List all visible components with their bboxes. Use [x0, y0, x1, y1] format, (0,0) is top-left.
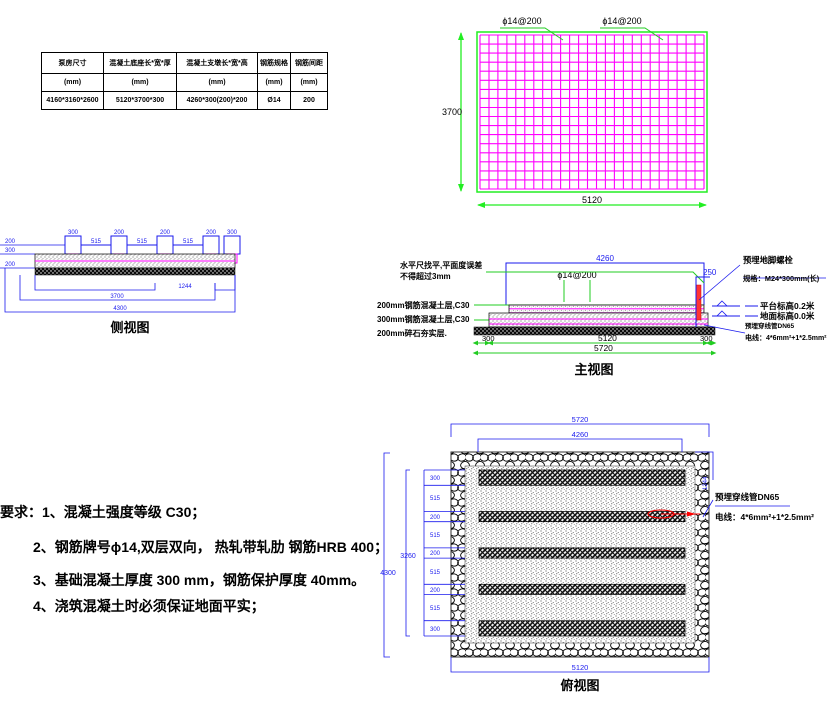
svg-text:预埋穿线管DN65: 预埋穿线管DN65: [715, 492, 780, 502]
svg-text:俯视图: 俯视图: [560, 678, 599, 693]
svg-text:5120: 5120: [582, 195, 602, 205]
svg-text:4、浇筑混凝土时必须保证地面平实；: 4、浇筑混凝土时必须保证地面平实；: [33, 598, 265, 615]
svg-text:300: 300: [430, 627, 441, 633]
svg-text:地面标高0.0米: 地面标高0.0米: [760, 311, 815, 321]
svg-text:平台标高0.2米: 平台标高0.2米: [760, 301, 815, 311]
svg-text:4260: 4260: [572, 430, 589, 439]
svg-text:515: 515: [91, 239, 102, 245]
svg-text:200: 200: [5, 239, 16, 245]
svg-text:300: 300: [227, 230, 238, 236]
svg-text:4300: 4300: [113, 306, 127, 312]
svg-text:2、钢筋牌号ϕ14,双层双向， 热轧带轧肋 钢筋HRB: 2、钢筋牌号ϕ14,双层双向， 热轧带轧肋 钢筋HRB 400；: [33, 539, 388, 556]
svg-text:300: 300: [68, 230, 79, 236]
svg-text:200: 200: [5, 262, 16, 268]
svg-text:5720: 5720: [594, 343, 613, 353]
svg-text:200: 200: [430, 551, 441, 557]
svg-text:预埋地脚螺栓: 预埋地脚螺栓: [743, 255, 793, 265]
svg-text:300: 300: [482, 334, 495, 343]
svg-text:200: 200: [430, 588, 441, 594]
svg-text:300mm钢筋混凝土层,C30: 300mm钢筋混凝土层,C30: [377, 314, 470, 324]
svg-text:300: 300: [5, 248, 16, 254]
svg-text:200mm碎石夯实层.: 200mm碎石夯实层.: [377, 328, 447, 338]
svg-text:ϕ14@200: ϕ14@200: [602, 16, 641, 26]
svg-text:5720: 5720: [572, 415, 589, 424]
svg-text:3700: 3700: [110, 294, 124, 300]
svg-text:515: 515: [430, 496, 441, 502]
svg-text:250: 250: [703, 268, 717, 277]
svg-text:主视图: 主视图: [574, 362, 613, 377]
svg-text:侧视图: 侧视图: [110, 320, 149, 335]
svg-text:515: 515: [430, 606, 441, 612]
svg-text:1244: 1244: [178, 284, 192, 290]
svg-text:3700: 3700: [442, 107, 462, 117]
svg-text:不得超过3mm: 不得超过3mm: [400, 271, 451, 281]
svg-text:200: 200: [206, 230, 217, 236]
svg-text:515: 515: [137, 239, 148, 245]
svg-text:200: 200: [160, 230, 171, 236]
svg-text:要求：1、混凝土强度等级 C30；: 要求：1、混凝土强度等级 C30；: [0, 504, 205, 521]
svg-text:水平尺找平,平面度误差: 水平尺找平,平面度误差: [399, 260, 482, 270]
svg-text:5120: 5120: [572, 663, 589, 672]
svg-text:300: 300: [430, 476, 441, 482]
svg-text:4300: 4300: [380, 570, 396, 577]
svg-text:电线：4*6mm²+1*2.5mm²: 电线：4*6mm²+1*2.5mm²: [715, 512, 814, 522]
svg-text:300: 300: [700, 334, 713, 343]
svg-text:规格：M24*300mm(长): 规格：M24*300mm(长): [742, 274, 820, 283]
svg-text:515: 515: [430, 570, 441, 576]
svg-text:3、基础混凝土厚度 300 mm，钢筋保护厚度 40mm。: 3、基础混凝土厚度 300 mm，钢筋保护厚度 40mm。: [33, 572, 365, 588]
svg-text:5120: 5120: [598, 333, 617, 343]
svg-text:1244: 1244: [703, 476, 709, 490]
svg-text:515: 515: [183, 239, 194, 245]
svg-text:200: 200: [114, 230, 125, 236]
svg-text:200: 200: [430, 515, 441, 521]
svg-text:200mm钢筋混凝土层,C30: 200mm钢筋混凝土层,C30: [377, 300, 470, 310]
svg-text:ϕ14@200: ϕ14@200: [502, 16, 541, 26]
svg-text:预埋穿线管DN65: 预埋穿线管DN65: [745, 321, 795, 330]
svg-text:3260: 3260: [400, 553, 416, 560]
svg-text:电线：4*6mm²+1*2.5mm²: 电线：4*6mm²+1*2.5mm²: [745, 333, 827, 342]
svg-text:4260: 4260: [596, 254, 614, 263]
svg-text:515: 515: [430, 533, 441, 539]
